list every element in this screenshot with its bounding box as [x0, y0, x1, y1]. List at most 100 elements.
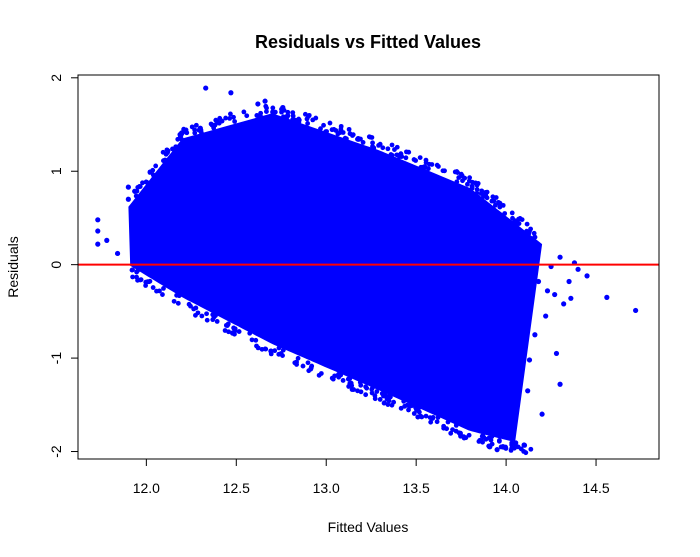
outlier-point [179, 166, 185, 172]
data-point [369, 390, 375, 396]
data-point [477, 437, 483, 443]
data-point [474, 190, 480, 196]
outlier-point [604, 294, 610, 300]
data-point [423, 160, 429, 165]
data-point [430, 416, 435, 421]
data-point [327, 120, 333, 126]
outlier-point [521, 442, 527, 448]
data-point [226, 329, 231, 335]
data-point [171, 298, 177, 304]
data-points [95, 85, 639, 456]
data-point [130, 274, 136, 280]
data-point [135, 268, 141, 273]
outlier-point [197, 125, 203, 131]
data-point [247, 330, 253, 336]
outlier-point [584, 273, 590, 279]
outlier-point [552, 291, 558, 298]
data-point [340, 378, 346, 383]
data-point [428, 419, 434, 425]
data-point [502, 211, 508, 216]
data-point [157, 288, 162, 294]
outlier-point [203, 85, 209, 91]
x-axis: 12.0 12.5 13.0 13.5 14.0 14.5 [133, 459, 610, 496]
data-point [146, 279, 152, 285]
data-point [285, 109, 291, 115]
data-point [458, 171, 464, 177]
data-point [389, 142, 395, 148]
data-point [278, 351, 284, 356]
data-point [179, 130, 185, 136]
y-axis: -2 -1 0 1 2 [48, 74, 78, 458]
data-point [279, 109, 284, 115]
data-point [214, 319, 220, 324]
data-point [417, 155, 423, 161]
data-point [434, 162, 440, 168]
x-tick-label: 14.5 [582, 480, 609, 496]
data-point [385, 146, 391, 152]
data-point [510, 215, 515, 221]
data-point [389, 152, 395, 158]
x-tick-label: 13.5 [403, 480, 430, 496]
x-tick-label: 12.0 [133, 480, 160, 496]
data-point [204, 317, 210, 323]
data-point [175, 136, 181, 142]
data-point [357, 380, 363, 385]
data-point [259, 346, 265, 352]
data-point [176, 293, 182, 299]
data-point [305, 360, 311, 366]
data-point [466, 178, 472, 184]
data-point [531, 230, 537, 236]
data-point [163, 151, 169, 157]
data-point [150, 172, 156, 178]
data-point [323, 129, 329, 135]
data-point [452, 169, 458, 175]
data-point [527, 228, 532, 234]
data-point [216, 120, 222, 126]
data-point [253, 337, 259, 343]
outlier-point [262, 98, 268, 104]
data-point [213, 313, 218, 318]
data-point [516, 216, 521, 222]
x-axis-label: Fitted Values [328, 519, 409, 535]
y-tick-label: -1 [48, 352, 64, 365]
y-tick-label: 2 [48, 74, 64, 82]
data-point [407, 404, 413, 409]
data-point [379, 391, 385, 396]
data-point [170, 146, 175, 152]
data-point [528, 446, 534, 452]
data-point [509, 210, 515, 216]
data-point [294, 362, 299, 367]
data-point [453, 422, 459, 428]
y-tick-label: 0 [48, 261, 64, 269]
data-point [280, 114, 286, 120]
data-point [377, 397, 383, 402]
data-point [137, 184, 142, 189]
data-point [210, 317, 216, 323]
data-point [135, 277, 140, 283]
data-point [199, 313, 205, 319]
data-point [338, 123, 344, 129]
data-point [374, 389, 380, 394]
data-point [305, 121, 311, 126]
data-point [360, 140, 366, 145]
data-point [381, 400, 387, 406]
outlier-point [543, 313, 549, 319]
chart-title: Residuals vs Fitted Values [255, 32, 481, 52]
data-point [456, 430, 462, 436]
plot-frame [77, 74, 660, 460]
data-point [380, 145, 386, 151]
data-point [519, 217, 525, 223]
data-point [480, 433, 486, 438]
outlier-point [525, 388, 531, 394]
data-point [469, 185, 475, 191]
data-point [198, 130, 204, 136]
data-point [454, 179, 460, 185]
y-tick-label: 1 [48, 167, 64, 175]
data-point [479, 188, 485, 194]
data-point [161, 286, 166, 291]
data-point [466, 432, 472, 438]
data-point [300, 363, 306, 369]
data-point [498, 444, 504, 450]
data-point [394, 152, 400, 158]
data-point [474, 187, 480, 192]
